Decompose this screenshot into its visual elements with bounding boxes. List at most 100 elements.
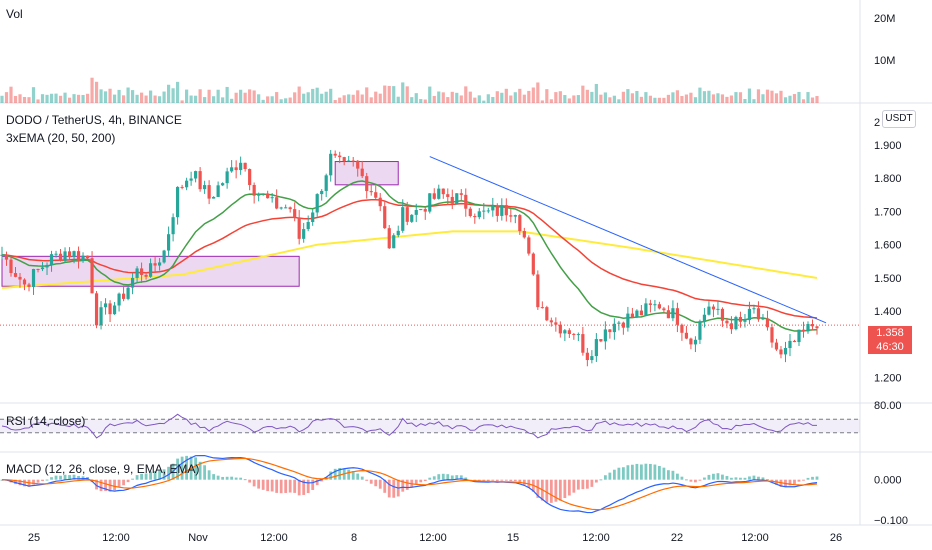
candle[interactable] bbox=[531, 253, 535, 275]
candle[interactable] bbox=[423, 209, 427, 212]
candle[interactable] bbox=[216, 185, 220, 197]
candle[interactable] bbox=[567, 330, 571, 334]
candle[interactable] bbox=[189, 178, 193, 181]
candle[interactable] bbox=[148, 263, 153, 277]
candle[interactable] bbox=[738, 317, 743, 322]
candle[interactable] bbox=[311, 212, 315, 223]
candle[interactable] bbox=[581, 334, 585, 353]
candle[interactable] bbox=[103, 303, 108, 308]
candle[interactable] bbox=[432, 193, 436, 199]
candle[interactable] bbox=[185, 180, 189, 188]
candle[interactable] bbox=[180, 186, 184, 188]
candle[interactable] bbox=[684, 332, 689, 339]
candle[interactable] bbox=[130, 277, 135, 288]
candle[interactable] bbox=[365, 176, 369, 192]
candle[interactable] bbox=[761, 318, 765, 320]
currency-unit-button[interactable]: USDT bbox=[882, 110, 916, 128]
candle[interactable] bbox=[387, 228, 391, 249]
candle[interactable] bbox=[504, 205, 508, 216]
candle[interactable] bbox=[374, 192, 378, 198]
candle[interactable] bbox=[320, 190, 324, 195]
candle[interactable] bbox=[437, 188, 441, 199]
candle[interactable] bbox=[194, 171, 198, 179]
candle[interactable] bbox=[450, 196, 454, 204]
candle[interactable] bbox=[725, 320, 729, 324]
candle[interactable] bbox=[126, 287, 130, 299]
candle[interactable] bbox=[302, 229, 306, 239]
candle[interactable] bbox=[720, 308, 725, 321]
candle[interactable] bbox=[693, 339, 698, 345]
candle[interactable] bbox=[81, 255, 85, 262]
candle[interactable] bbox=[639, 310, 643, 316]
candle[interactable] bbox=[338, 155, 342, 158]
candle[interactable] bbox=[85, 255, 90, 259]
candle[interactable] bbox=[711, 306, 716, 310]
candle[interactable] bbox=[455, 193, 459, 204]
candle[interactable] bbox=[4, 254, 9, 260]
candle[interactable] bbox=[774, 342, 779, 350]
candle[interactable] bbox=[275, 197, 279, 209]
candle[interactable] bbox=[234, 167, 238, 171]
candle[interactable] bbox=[284, 207, 288, 209]
candle[interactable] bbox=[117, 293, 121, 306]
candle[interactable] bbox=[599, 339, 603, 342]
candle[interactable] bbox=[428, 193, 432, 212]
candle[interactable] bbox=[72, 251, 76, 258]
candle[interactable] bbox=[419, 209, 423, 211]
candle[interactable] bbox=[815, 326, 819, 329]
candle[interactable] bbox=[369, 191, 373, 193]
candle[interactable] bbox=[585, 352, 589, 361]
candle[interactable] bbox=[405, 207, 409, 222]
candle[interactable] bbox=[612, 323, 616, 333]
candle[interactable] bbox=[743, 320, 747, 322]
candle[interactable] bbox=[495, 206, 499, 216]
candle[interactable] bbox=[644, 303, 648, 316]
candle[interactable] bbox=[459, 193, 463, 195]
candle[interactable] bbox=[626, 313, 630, 328]
candle[interactable] bbox=[491, 206, 495, 211]
candle[interactable] bbox=[162, 250, 166, 263]
candle[interactable] bbox=[396, 230, 400, 236]
candle[interactable] bbox=[756, 308, 761, 320]
candle[interactable] bbox=[248, 169, 252, 185]
candle[interactable] bbox=[477, 211, 481, 218]
candle[interactable] bbox=[63, 251, 67, 261]
candle[interactable] bbox=[360, 168, 364, 177]
candle[interactable] bbox=[99, 307, 103, 326]
candle[interactable] bbox=[545, 307, 549, 321]
candle[interactable] bbox=[765, 318, 770, 328]
candle[interactable] bbox=[243, 162, 247, 170]
candle[interactable] bbox=[441, 188, 445, 195]
candle[interactable] bbox=[486, 210, 490, 212]
candle[interactable] bbox=[792, 340, 797, 343]
candle[interactable] bbox=[554, 322, 558, 325]
candle[interactable] bbox=[342, 157, 346, 162]
trendline[interactable] bbox=[429, 156, 827, 324]
candle[interactable] bbox=[31, 268, 36, 287]
candle[interactable] bbox=[788, 340, 792, 348]
candle[interactable] bbox=[167, 234, 171, 251]
candle[interactable] bbox=[198, 171, 202, 190]
candle[interactable] bbox=[252, 184, 256, 196]
candle[interactable] bbox=[45, 264, 49, 268]
candle[interactable] bbox=[288, 207, 292, 210]
candle[interactable] bbox=[293, 209, 297, 218]
candle[interactable] bbox=[54, 253, 58, 255]
candle[interactable] bbox=[207, 185, 211, 199]
candle[interactable] bbox=[666, 310, 671, 319]
candle[interactable] bbox=[707, 306, 711, 315]
candle[interactable] bbox=[608, 329, 612, 333]
candle[interactable] bbox=[324, 175, 328, 191]
candle[interactable] bbox=[635, 310, 639, 317]
candle[interactable] bbox=[702, 314, 707, 322]
candle[interactable] bbox=[27, 284, 31, 287]
candle[interactable] bbox=[482, 210, 486, 212]
candle[interactable] bbox=[464, 194, 468, 209]
candle[interactable] bbox=[630, 313, 634, 317]
candle[interactable] bbox=[563, 330, 567, 334]
candle[interactable] bbox=[414, 210, 418, 215]
candle[interactable] bbox=[522, 231, 526, 238]
candle[interactable] bbox=[770, 327, 774, 343]
candle[interactable] bbox=[203, 185, 207, 190]
